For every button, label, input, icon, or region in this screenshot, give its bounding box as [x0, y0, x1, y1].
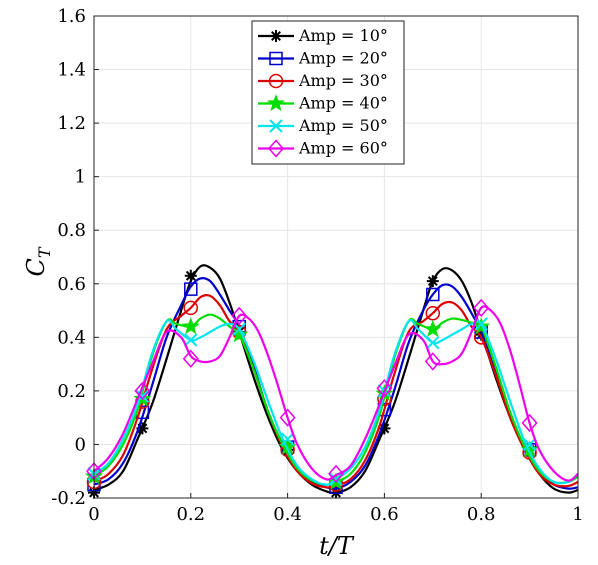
data-point — [522, 437, 537, 452]
series-layer — [85, 264, 579, 499]
data-point — [136, 422, 149, 435]
x-tick-label: 1 — [572, 504, 583, 525]
legend-box — [251, 20, 405, 165]
legend-label: Amp = 50° — [298, 116, 388, 135]
legend-label: Amp = 40° — [298, 94, 388, 113]
y-tick-label: 1.2 — [57, 113, 86, 134]
y-axis-label: CT — [22, 246, 54, 276]
tick-labels: 0 0.2 0.4 0.6 0.8 1-0.200.20.40.60.811.21.41.… — [51, 6, 583, 525]
series-5 — [87, 317, 579, 486]
legend-entry: Amp = 50° — [258, 116, 388, 135]
legend-marker — [269, 51, 283, 66]
legend-entry: Amp = 30° — [258, 71, 388, 90]
legend-marker — [270, 30, 282, 42]
legend-label: Amp = 60° — [298, 139, 388, 158]
x-tick-label: 0.4 — [273, 504, 302, 525]
data-point — [521, 413, 538, 433]
data-point — [376, 379, 393, 398]
legend: Amp = 10° Amp = 20° Amp = 30° Amp = 40° Amp … — [251, 20, 405, 165]
data-point — [329, 472, 343, 486]
legend-marker — [268, 139, 284, 158]
legend-entry: Amp = 60° — [258, 139, 388, 158]
legend-label: Amp = 30° — [298, 71, 388, 90]
data-point — [183, 300, 199, 316]
legend-label: Amp = 20° — [298, 49, 388, 68]
data-point — [182, 349, 199, 368]
legend-marker — [268, 73, 284, 89]
data-point — [426, 335, 440, 350]
data-point — [184, 282, 198, 296]
data-point — [378, 422, 391, 435]
data-point — [424, 352, 441, 371]
data-point — [473, 298, 490, 318]
data-point — [184, 333, 198, 347]
data-point — [134, 381, 151, 401]
data-point — [474, 317, 488, 331]
axes-box — [93, 15, 579, 499]
legend-entry: Amp = 10° — [258, 26, 388, 45]
series-line — [93, 294, 579, 489]
legend-entry: Amp = 40° — [258, 94, 388, 113]
x-axis-label: t/T — [319, 532, 355, 560]
y-tick-label: 1.6 — [57, 6, 86, 27]
data-point — [328, 464, 344, 484]
y-tick-label: 0.6 — [57, 274, 86, 295]
x-tick-label: 0 — [88, 504, 99, 525]
y-label-subscript: T — [35, 246, 54, 258]
legend-marker — [267, 94, 285, 112]
legend-label: Amp = 10° — [298, 26, 388, 45]
legend-entry: Amp = 20° — [258, 49, 388, 68]
legend-marker — [269, 119, 283, 133]
y-tick-label: 0.8 — [57, 220, 86, 241]
data-point — [231, 306, 248, 326]
y-tick-label: -0.2 — [51, 488, 86, 509]
x-tick-label: 0.6 — [370, 504, 399, 525]
y-label-main: C — [22, 258, 50, 276]
data-point — [280, 432, 295, 446]
series-6 — [86, 298, 579, 484]
data-point — [423, 319, 442, 337]
data-point — [426, 287, 440, 302]
data-point — [426, 275, 439, 288]
y-tick-label: 0 — [75, 434, 86, 455]
series-line — [93, 305, 579, 482]
data-point — [279, 408, 296, 427]
y-tick-label: 1.4 — [57, 60, 86, 81]
data-point — [135, 389, 150, 403]
y-tick-label: 0.4 — [57, 327, 86, 348]
data-point — [181, 317, 200, 335]
data-point — [230, 325, 249, 343]
data-point — [184, 269, 197, 282]
x-tick-label: 0.8 — [467, 504, 496, 525]
y-tick-label: 1 — [75, 167, 86, 188]
x-tick-label: 0.2 — [176, 504, 205, 525]
y-tick-label: 0.2 — [57, 381, 86, 402]
data-point — [425, 305, 441, 321]
